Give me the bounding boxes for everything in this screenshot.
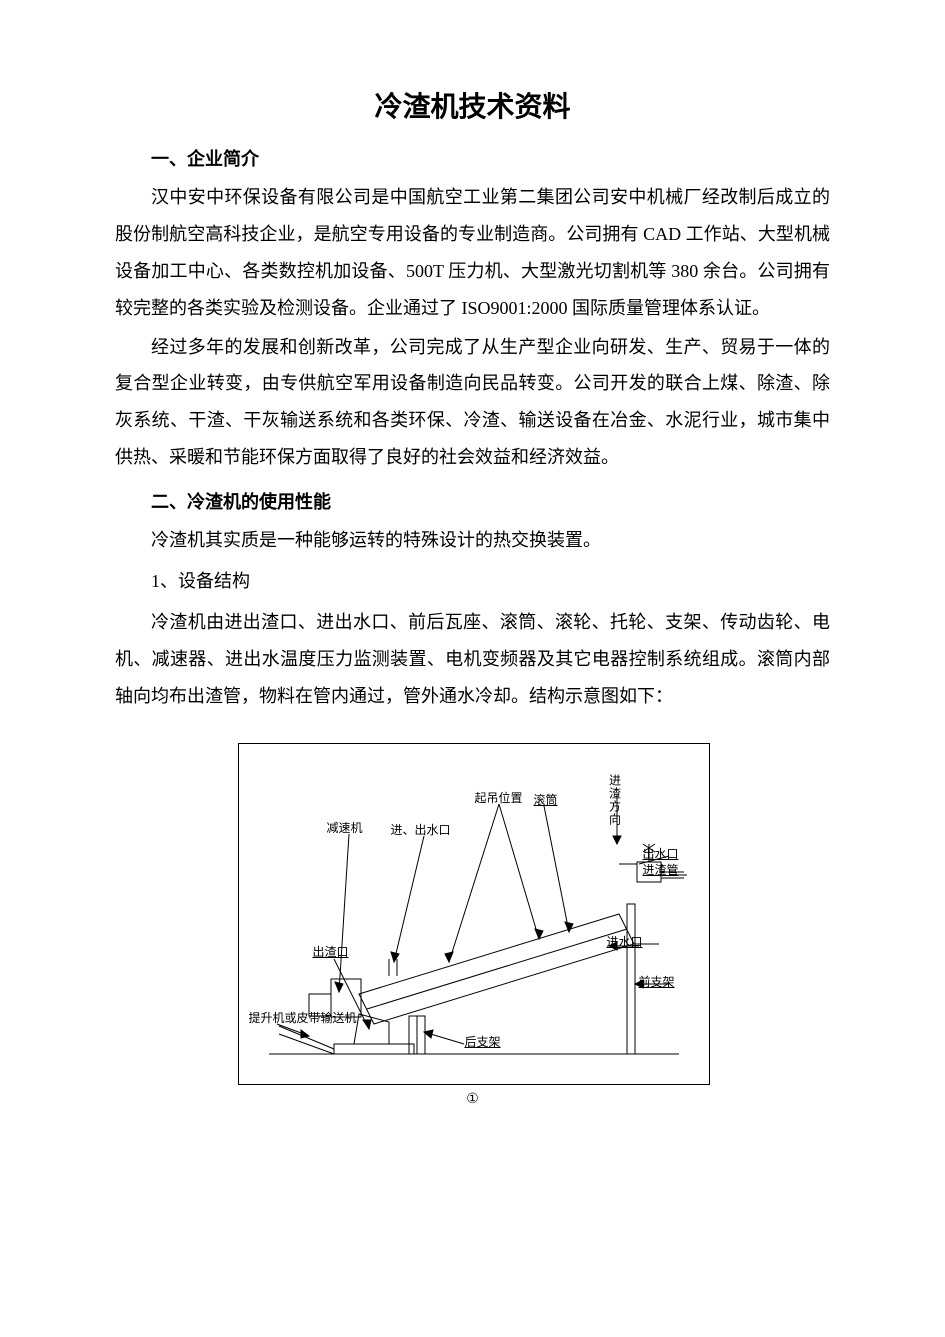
page-title: 冷渣机技术资料 [115,85,830,125]
fig-label-reducer: 减速机 [327,822,363,834]
figure-number: ① [238,1091,708,1108]
schematic-svg [239,744,709,1084]
fig-label-slag-dir: 进渣方向 [609,774,621,826]
figure-frame: 起吊位置 滚筒 进渣方向 减速机 进、出水口 出水口 进渣管 出渣口 进水口 前… [238,743,710,1085]
section-2-sub-1: 1、设备结构 [115,563,830,600]
section-1-heading: 一、企业简介 [115,145,830,171]
section-2-heading: 二、冷渣机的使用性能 [115,488,830,514]
fig-label-drum: 滚筒 [534,794,558,806]
section-1-paragraph-2: 经过多年的发展和创新改革，公司完成了从生产型企业向研发、生产、贸易于一体的复合型… [115,329,830,477]
figure-container: 起吊位置 滚筒 进渣方向 减速机 进、出水口 出水口 进渣管 出渣口 进水口 前… [238,743,708,1108]
document-page: 冷渣机技术资料 一、企业简介 汉中安中环保设备有限公司是中国航空工业第二集团公司… [0,0,945,1337]
fig-label-hoist: 提升机或皮带输送机 [249,1012,357,1024]
fig-label-front-frame: 前支架 [639,976,675,988]
fig-label-slag-out: 出渣口 [313,946,349,958]
section-2-paragraph-2: 冷渣机由进出渣口、进出水口、前后瓦座、滚筒、滚轮、托轮、支架、传动齿轮、电机、减… [115,604,830,715]
fig-label-slag-pipe: 进渣管 [643,864,679,876]
fig-label-lift-pos: 起吊位置 [475,792,523,804]
fig-label-water-in: 进水口 [607,936,643,948]
section-1-paragraph-1: 汉中安中环保设备有限公司是中国航空工业第二集团公司安中机械厂经改制后成立的股份制… [115,179,830,327]
fig-label-rear-frame: 后支架 [465,1036,501,1048]
section-2-paragraph-1: 冷渣机其实质是一种能够运转的特殊设计的热交换装置。 [115,522,830,559]
fig-label-water-out: 出水口 [643,848,679,860]
fig-label-inout-water: 进、出水口 [391,824,451,836]
